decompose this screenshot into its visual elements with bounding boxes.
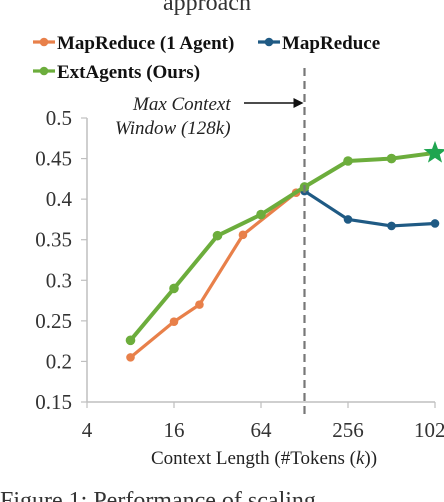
series-line (128, 191, 298, 359)
series-point (169, 317, 179, 326)
series-point (169, 283, 179, 294)
series-point (343, 156, 353, 166)
cropped-top-text: approach (163, 0, 251, 16)
annotation: Max Context Window (128k) (115, 68, 306, 414)
x-tick-label: 256 (332, 418, 364, 442)
y-tick-label: 0.2 (46, 349, 72, 373)
series-point (238, 230, 248, 240)
series-point (386, 153, 397, 164)
y-tick-label: 0.45 (35, 147, 72, 171)
legend-label: MapReduce (282, 33, 380, 54)
series-point (125, 335, 136, 346)
y-tick-label: 0.25 (35, 309, 72, 333)
y-tick-label: 0.4 (46, 187, 73, 211)
series-point (195, 300, 204, 309)
series-point (212, 230, 223, 241)
annotation-arrow-head (293, 98, 304, 108)
best-point-star (423, 140, 444, 163)
legend-label: ExtAgents (Ours) (57, 62, 200, 83)
x-tick-label: 1024 (414, 418, 444, 442)
series-line (302, 189, 437, 228)
x-tick-label: 64 (251, 418, 273, 442)
x-tick-label: 16 (164, 418, 185, 442)
x-axis: 4 16 64 256 1024 (82, 401, 444, 442)
series-point (387, 221, 396, 231)
y-tick-label: 0.5 (46, 106, 72, 130)
legend-label: MapReduce (1 Agent) (57, 33, 234, 54)
legend-swatch-marker (39, 37, 49, 47)
legend-swatch-marker (264, 37, 274, 47)
series-line (128, 150, 437, 343)
series-point (256, 209, 266, 220)
cropped-bottom-text: Figure 1: Performance of scaling (0, 488, 316, 502)
x-axis-title-var: k (356, 448, 365, 469)
plot-area (125, 140, 444, 362)
annotation-label-line1: Max Context (132, 94, 231, 115)
y-tick-label: 0.35 (35, 228, 72, 252)
legend: MapReduce (1 Agent) MapReduce ExtAgents (O… (33, 33, 380, 83)
y-axis: 0.15 0.2 0.25 0.3 0.35 0.4 0.45 0.5 (35, 106, 88, 414)
x-axis-title-prefix: Context Length (#Tokens ( (151, 448, 356, 469)
y-tick-label: 0.15 (35, 390, 72, 414)
y-tick-label: 0.3 (46, 268, 72, 292)
annotation-label-line2: Window (128k) (115, 118, 231, 139)
legend-swatch-marker (39, 66, 49, 76)
series-point (126, 353, 135, 362)
series-point (430, 219, 440, 228)
series-point (343, 215, 353, 224)
x-tick-label: 4 (82, 418, 93, 442)
x-axis-title: Context Length (#Tokens (k)) (151, 448, 377, 469)
x-axis-title-suffix: )) (364, 448, 377, 469)
